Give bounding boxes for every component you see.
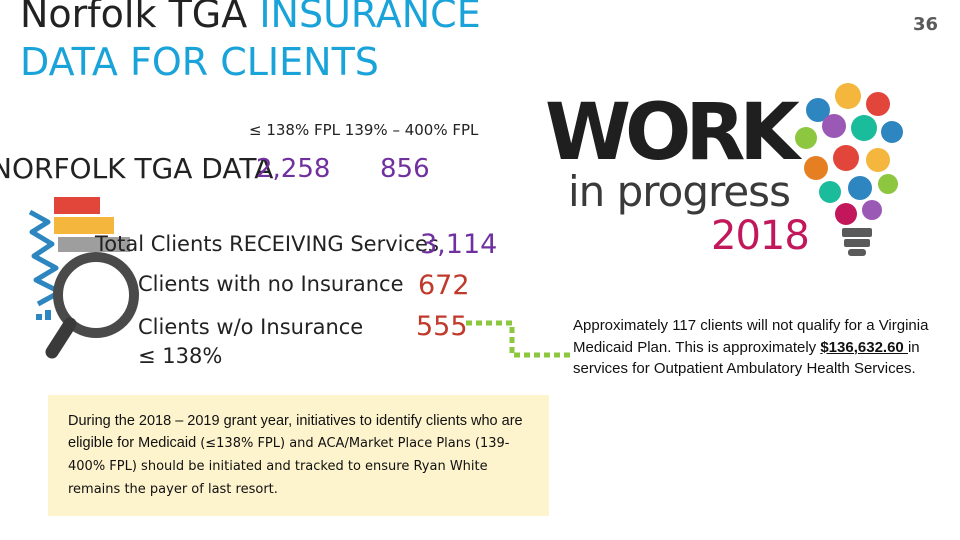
logo-in-progress-text: in progress xyxy=(568,167,791,216)
stat-label-wo-insurance-138: ≤ 138% xyxy=(138,344,223,368)
norfolk-tga-data-label: NORFOLK TGA DATA xyxy=(0,152,274,185)
slide-title-line1: Norfolk TGA INSURANCE xyxy=(20,0,481,36)
slide-number: 36 xyxy=(913,14,939,35)
stat-value-no-insurance: 672 xyxy=(418,270,470,301)
side-note-before: Approximately 117 clients will not quali… xyxy=(573,317,929,356)
logo-year-text: 2018 xyxy=(711,213,810,259)
logo-work-text: WORK xyxy=(545,88,800,178)
side-note-after: in services for Outpatient Ambulatory He… xyxy=(573,338,920,378)
title-insurance: INSURANCE xyxy=(259,0,481,36)
stat-value-total-clients: 3,114 xyxy=(420,229,498,260)
note-text: During the 2018 – 2019 grant year, initi… xyxy=(68,410,538,501)
stat-label-wo-insurance: Clients w/o Insurance xyxy=(138,315,364,339)
stat-label-total-clients: Total Clients RECEIVING Services xyxy=(95,232,439,256)
fpl-column-header: ≤ 138% FPL 139% – 400% FPL xyxy=(249,121,479,139)
slide-title-line2: DATA FOR CLIENTS xyxy=(20,40,379,84)
note-text-part2: (≤138% FPL) and ACA/Market Place Plans (… xyxy=(68,436,510,497)
stat-value-wo-insurance: 555 xyxy=(416,311,468,342)
lightbulb-icons-graphic xyxy=(795,83,903,256)
side-note: Approximately 117 clients will not quali… xyxy=(573,315,953,380)
note-text-part1: During the 2018 – 2019 grant year, initi… xyxy=(68,413,523,451)
side-note-amount: $136,632.60 xyxy=(820,338,908,356)
dashed-connector xyxy=(466,320,570,358)
stat-label-no-insurance: Clients with no Insurance xyxy=(138,272,404,296)
value-138-fpl: 2,258 xyxy=(256,154,331,184)
magnifier-chart-icon xyxy=(28,197,139,359)
note-box xyxy=(48,395,549,516)
value-139-400-fpl: 856 xyxy=(380,154,430,184)
title-norfolk-tga: Norfolk TGA xyxy=(20,0,248,36)
